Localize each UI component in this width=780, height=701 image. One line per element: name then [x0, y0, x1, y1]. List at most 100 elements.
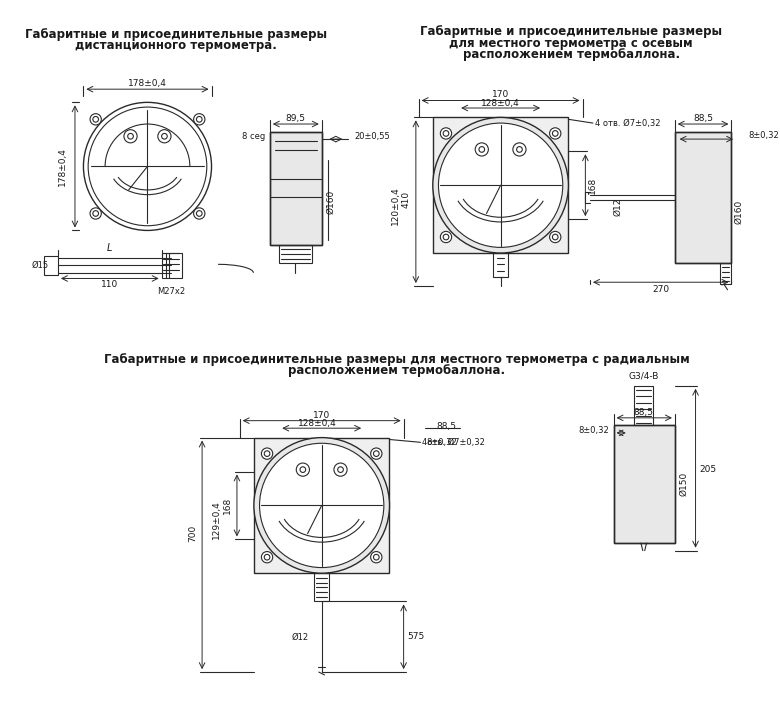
Circle shape [128, 133, 133, 139]
Circle shape [441, 128, 452, 139]
Circle shape [197, 211, 202, 217]
Text: 170: 170 [492, 90, 509, 100]
Text: 178±0,4: 178±0,4 [58, 147, 67, 186]
Text: дистанционного термометра.: дистанционного термометра. [75, 39, 277, 53]
Circle shape [370, 448, 382, 459]
Text: расположением термобаллона.: расположением термобаллона. [463, 48, 680, 61]
Text: Габаритные и присоединительные размеры для местного термометра с радиальным: Габаритные и присоединительные размеры д… [105, 353, 690, 366]
Text: 128±0,4: 128±0,4 [298, 419, 336, 428]
Circle shape [93, 211, 98, 217]
Circle shape [334, 463, 347, 476]
Circle shape [550, 231, 561, 243]
Circle shape [370, 552, 382, 563]
Circle shape [338, 467, 343, 472]
Text: 700: 700 [188, 525, 197, 543]
Circle shape [254, 437, 389, 573]
Bar [614, 426, 675, 543]
Text: 575: 575 [407, 632, 424, 641]
Circle shape [193, 114, 205, 125]
Text: 410: 410 [402, 191, 411, 208]
Circle shape [516, 147, 523, 152]
Circle shape [260, 443, 384, 568]
Text: 129±0,4: 129±0,4 [211, 500, 221, 539]
Text: 168: 168 [588, 177, 597, 194]
Circle shape [443, 130, 448, 136]
Circle shape [443, 234, 448, 240]
Bar [161, 253, 183, 278]
Bar [254, 437, 389, 573]
Circle shape [264, 451, 270, 456]
Circle shape [433, 118, 569, 253]
Text: 128±0,4: 128±0,4 [481, 99, 520, 108]
Bar [634, 386, 653, 426]
Text: расположением термобаллона.: расположением термобаллона. [289, 365, 505, 377]
Text: Ø15: Ø15 [31, 261, 48, 270]
Text: Габаритные и присоединительные размеры: Габаритные и присоединительные размеры [420, 25, 722, 39]
Text: Ø160: Ø160 [327, 190, 335, 215]
Circle shape [88, 107, 207, 226]
Text: 270: 270 [652, 285, 669, 294]
Bar [675, 132, 732, 264]
Text: 88,5: 88,5 [693, 114, 713, 123]
Circle shape [300, 467, 306, 472]
Bar [720, 264, 732, 284]
Text: для местного термометра с осевым: для местного термометра с осевым [449, 36, 693, 50]
Circle shape [552, 234, 558, 240]
Text: Ø160: Ø160 [734, 200, 743, 224]
Text: 168: 168 [223, 497, 232, 514]
Circle shape [441, 231, 452, 243]
Bar [314, 573, 329, 601]
Bar [270, 132, 321, 245]
Circle shape [438, 123, 562, 247]
Text: M27x2: M27x2 [157, 287, 185, 296]
Bar [493, 253, 508, 277]
Circle shape [161, 133, 167, 139]
Circle shape [475, 143, 488, 156]
Text: 110: 110 [101, 280, 119, 289]
Circle shape [552, 130, 558, 136]
Text: G3/4-B: G3/4-B [629, 372, 659, 381]
Text: 8±0,32: 8±0,32 [426, 438, 456, 447]
Circle shape [93, 116, 98, 122]
Bar [270, 132, 321, 245]
Text: 205: 205 [699, 465, 716, 474]
Circle shape [90, 207, 101, 219]
Text: 170: 170 [313, 411, 330, 419]
Circle shape [197, 116, 202, 122]
Circle shape [124, 130, 137, 143]
Text: L: L [107, 243, 112, 253]
Text: 8 сеg: 8 сеg [242, 132, 265, 141]
Text: 4отв. Ø7±0,32: 4отв. Ø7±0,32 [423, 438, 485, 447]
Circle shape [261, 552, 273, 563]
Text: 4 отв. Ø7±0,32: 4 отв. Ø7±0,32 [595, 118, 661, 128]
Text: Габаритные и присоединительные размеры: Габаритные и присоединительные размеры [25, 28, 327, 41]
Circle shape [83, 102, 211, 231]
Text: 8±0,32: 8±0,32 [748, 131, 779, 139]
Circle shape [296, 463, 310, 476]
Bar [675, 132, 732, 264]
Text: 89,5: 89,5 [285, 114, 305, 123]
Bar [44, 256, 58, 275]
Text: 88,5: 88,5 [634, 408, 654, 416]
Text: 120±0,4: 120±0,4 [391, 186, 399, 225]
Text: Ø12: Ø12 [614, 198, 622, 216]
Circle shape [264, 554, 270, 560]
Circle shape [90, 114, 101, 125]
Circle shape [261, 448, 273, 459]
Text: 20±0,55: 20±0,55 [355, 132, 391, 141]
Circle shape [374, 554, 379, 560]
Text: 88,5: 88,5 [436, 422, 456, 431]
Bar [279, 245, 312, 264]
Circle shape [479, 147, 484, 152]
Text: 8±0,32: 8±0,32 [578, 426, 609, 435]
Circle shape [550, 128, 561, 139]
Text: Ø12: Ø12 [292, 633, 309, 641]
Circle shape [193, 207, 205, 219]
Bar [614, 426, 675, 543]
Circle shape [374, 451, 379, 456]
Circle shape [513, 143, 526, 156]
Text: 178±0,4: 178±0,4 [128, 79, 167, 88]
Bar [433, 118, 569, 253]
Text: Ø150: Ø150 [679, 472, 689, 496]
Circle shape [158, 130, 171, 143]
